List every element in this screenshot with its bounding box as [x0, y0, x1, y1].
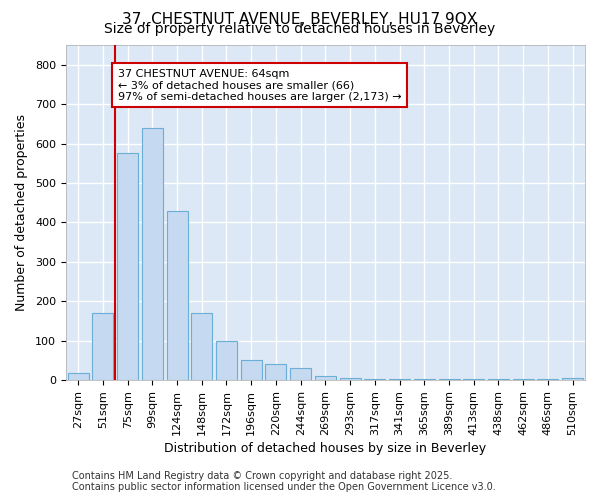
Bar [167, 210, 188, 380]
Bar [265, 364, 286, 380]
Bar [68, 373, 89, 380]
Bar [191, 313, 212, 380]
Bar [241, 360, 262, 380]
Y-axis label: Number of detached properties: Number of detached properties [15, 114, 28, 311]
Bar [92, 313, 113, 380]
Text: Size of property relative to detached houses in Beverley: Size of property relative to detached ho… [104, 22, 496, 36]
Bar [340, 378, 361, 380]
Bar [142, 128, 163, 380]
X-axis label: Distribution of detached houses by size in Beverley: Distribution of detached houses by size … [164, 442, 487, 455]
Bar [216, 341, 237, 380]
Text: 37, CHESTNUT AVENUE, BEVERLEY, HU17 9QX: 37, CHESTNUT AVENUE, BEVERLEY, HU17 9QX [122, 12, 478, 28]
Text: 37 CHESTNUT AVENUE: 64sqm
← 3% of detached houses are smaller (66)
97% of semi-d: 37 CHESTNUT AVENUE: 64sqm ← 3% of detach… [118, 68, 401, 102]
Bar [315, 376, 336, 380]
Bar [117, 154, 138, 380]
Text: Contains HM Land Registry data © Crown copyright and database right 2025.
Contai: Contains HM Land Registry data © Crown c… [72, 471, 496, 492]
Bar [290, 368, 311, 380]
Bar [562, 378, 583, 380]
